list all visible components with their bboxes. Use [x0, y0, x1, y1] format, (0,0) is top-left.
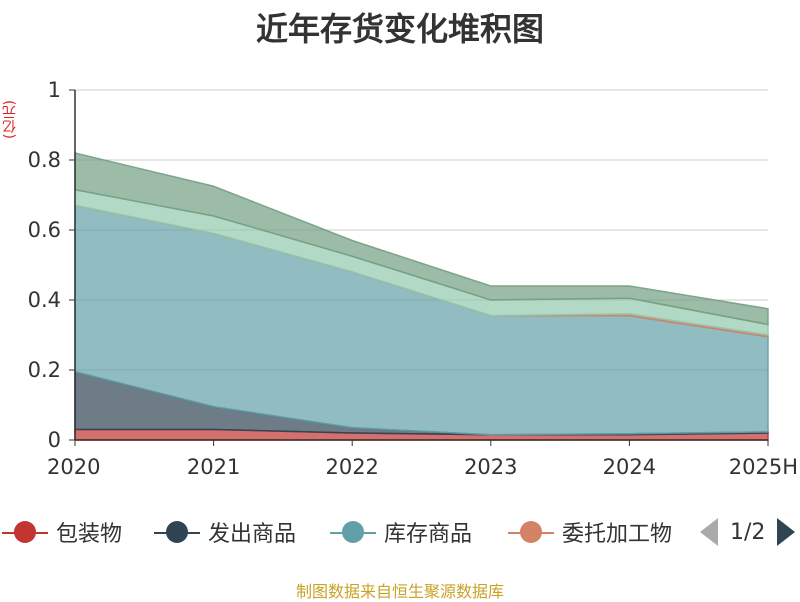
- legend-item-0[interactable]: 包装物: [0, 512, 122, 552]
- legend-swatch-icon: [0, 512, 50, 552]
- x-tick-label: 2022: [325, 455, 378, 479]
- legend-label: 库存商品: [384, 522, 473, 547]
- y-tick-label: 0.8: [28, 148, 61, 172]
- legend-item-2[interactable]: 库存商品: [328, 512, 472, 552]
- legend-swatch-icon: [152, 512, 202, 552]
- legend-item-1[interactable]: 发出商品: [152, 512, 296, 552]
- legend-swatch-icon: [328, 512, 378, 552]
- series-area-5: [74, 152, 769, 326]
- legend: 包装物 发出商品 库存商品 委托加工物: [0, 512, 800, 552]
- y-tick-label: 0: [48, 428, 61, 452]
- y-tick-label: 0.4: [28, 288, 61, 312]
- x-tick-label: 2023: [464, 455, 517, 479]
- y-tick-label: 0.2: [28, 358, 61, 382]
- legend-pager: 1/2: [700, 512, 796, 552]
- legend-prev-page-icon[interactable]: [700, 518, 718, 546]
- data-source-note: 制图数据来自恒生聚源数据库: [295, 582, 504, 601]
- legend-swatch-icon: [506, 512, 556, 552]
- x-tick-label: 2021: [187, 455, 240, 479]
- legend-label: 发出商品: [208, 522, 297, 547]
- legend-item-3[interactable]: 委托加工物: [506, 512, 684, 552]
- x-tick-label: 2025H: [729, 455, 798, 479]
- x-tick-label: 2020: [47, 455, 100, 479]
- legend-next-page-icon[interactable]: [777, 518, 796, 546]
- chart-title: 近年存货变化堆积图: [255, 10, 544, 48]
- y-tick-label: 0.6: [28, 218, 61, 242]
- x-tick-label: 2024: [603, 455, 656, 479]
- y-tick-label: 1: [48, 78, 61, 102]
- legend-label: 委托加工物: [562, 522, 673, 547]
- legend-label: 包装物: [56, 522, 123, 547]
- legend-page-indicator: 1/2: [730, 519, 766, 545]
